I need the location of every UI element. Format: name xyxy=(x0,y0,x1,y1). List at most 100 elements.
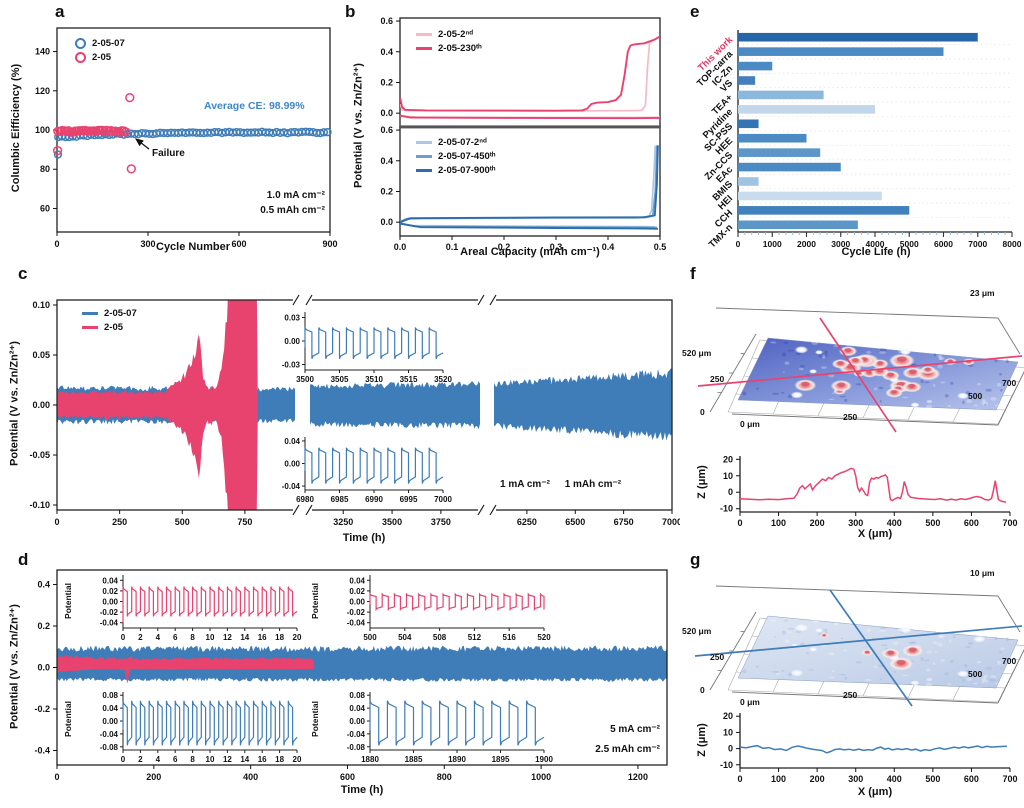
tick-label: 10 xyxy=(723,471,733,481)
tick-label: 520 xyxy=(537,633,551,642)
axis-break-slash xyxy=(489,294,497,306)
c-legend-item: 2-05-07 xyxy=(82,306,137,320)
band-2-05 xyxy=(57,654,315,684)
curve-2-05-230ᵗʰ xyxy=(400,35,660,112)
white-mound xyxy=(790,669,804,677)
tick-label: 10 xyxy=(206,633,215,642)
tick-label: 300 xyxy=(848,774,863,784)
tick-label: 800 xyxy=(437,772,452,782)
band-2-05-07 xyxy=(494,368,672,441)
tick-label: 0.00 xyxy=(284,460,300,469)
tick-label: 0.4 xyxy=(602,242,615,252)
tick-label: 8 xyxy=(190,755,195,764)
tick-label: 0.2 xyxy=(37,621,50,631)
curve-2-05-230ᵗʰ-discharge xyxy=(400,114,660,120)
a-legend-item: 2-05-07 xyxy=(75,36,125,50)
axis-break-slash xyxy=(292,294,300,306)
c-x-axis-label: Time (h) xyxy=(342,532,386,544)
bar-BMIS xyxy=(738,177,759,186)
a-legend: 2-05-07 2-05 xyxy=(75,36,125,64)
tick-label: 16 xyxy=(258,755,267,764)
tick-label: 10 xyxy=(723,727,733,737)
tick-label: 6985 xyxy=(331,495,349,504)
g-profile-line xyxy=(739,744,1007,754)
tick-label: 4 xyxy=(156,633,161,642)
band-2-05-07 xyxy=(57,645,667,682)
tick-label: 0 xyxy=(736,239,741,249)
f-floor-500: 500 xyxy=(968,391,983,401)
tick-label: -0.4 xyxy=(34,745,50,755)
panel-d: 0.4 0.2 0.0 -0.2 -0.4 0 200 400 600 800 1000 1200 0.… xyxy=(0,548,680,808)
tick-label: -0.08 xyxy=(100,743,119,752)
b-legend-line xyxy=(416,154,432,158)
g-profile-x-label: X (μm) xyxy=(857,786,893,798)
tick-label: 0.6 xyxy=(380,125,393,135)
e-x-axis-label: Cycle Life (h) xyxy=(841,246,911,258)
g-floor-700: 700 xyxy=(1002,656,1017,666)
tick-label: 0 xyxy=(737,774,742,784)
d-inset-4-waveform xyxy=(369,700,545,746)
bar-Zn-CCS xyxy=(738,148,821,157)
b-legend-label: 2-05-07-450ᵗʰ xyxy=(438,150,496,162)
a-legend-marker-red xyxy=(75,51,86,63)
tick-label: 200 xyxy=(810,518,825,528)
white-mound xyxy=(899,348,912,356)
tick-label: 1200 xyxy=(628,772,648,782)
tick-label: 20 xyxy=(293,755,302,764)
panel-label-e: e xyxy=(690,2,700,21)
tick-label: 512 xyxy=(468,633,482,642)
c-legend-line xyxy=(82,325,98,329)
outlier-point xyxy=(125,92,135,103)
g-side-label: 520 μm xyxy=(682,626,712,636)
series-2-05-07 xyxy=(53,127,332,159)
d-inset2-y-label: Potential xyxy=(310,583,320,619)
tick-label: 0.04 xyxy=(349,576,365,585)
tick-label: 700 xyxy=(1002,774,1017,784)
c-inset-top-waveform xyxy=(304,327,444,360)
tick-label: 250 xyxy=(112,517,127,527)
panel-g: 20 10 0 -10 0 100 200 300 400 500 600 700 g 10 μm 5… xyxy=(680,548,1024,808)
white-mound xyxy=(957,392,969,400)
c-legend-label: 2-05 xyxy=(104,321,124,333)
band-2-05-07 xyxy=(310,381,480,430)
white-mound xyxy=(809,369,818,374)
tick-label: 4 xyxy=(156,755,161,764)
c-y-axis-label: Potential (V vs. Zn/Zn²⁺) xyxy=(8,341,21,466)
tick-label: 120 xyxy=(35,86,50,96)
tick-label: 100 xyxy=(771,518,786,528)
b-legend-item: 2-05-07-2ⁿᵈ xyxy=(416,135,495,149)
tick-label: 0 xyxy=(728,744,733,754)
c-condition-1: 1 mA cm⁻² xyxy=(500,479,550,490)
tick-label: -0.04 xyxy=(282,482,301,491)
d-inset-2-waveform xyxy=(369,592,545,612)
tick-label: 1895 xyxy=(492,755,510,764)
tick-label: 14 xyxy=(240,755,249,764)
tick-label: 3520 xyxy=(434,375,452,384)
tick-label: 3505 xyxy=(331,375,349,384)
chart-d: 0.40.20.0-0.2-0.40 200 400 600 800 1000 12000.… xyxy=(34,569,668,782)
tick-label: -0.2 xyxy=(34,704,50,714)
tick-label: 6995 xyxy=(400,495,418,504)
tick-label: 0 xyxy=(54,517,59,527)
tick-label: 200 xyxy=(146,772,161,782)
tick-label: 0.1 xyxy=(446,242,459,252)
tick-label: 7000 xyxy=(662,517,680,527)
bar-SC-PSS xyxy=(738,119,759,129)
white-mound xyxy=(794,346,809,354)
tick-label: 0.4 xyxy=(380,156,393,166)
tick-label: 0 xyxy=(728,487,733,497)
a-condition-2: 0.5 mAh cm⁻² xyxy=(260,205,325,216)
tick-label: 20 xyxy=(723,454,733,464)
panel-b: 0.0 0.2 0.4 0.6 0.0 0.2 0.4 0.6 0.0 0.1 0.2 0.3 0.4 0… xyxy=(340,0,680,260)
tick-label: 10 xyxy=(206,755,215,764)
tick-label: -0.04 xyxy=(100,619,119,628)
axis-break-slash xyxy=(305,504,313,516)
tick-label: 12 xyxy=(223,633,232,642)
tick-label: 0.00 xyxy=(284,337,300,346)
tick-label: 1880 xyxy=(361,755,379,764)
tick-label: 2000 xyxy=(797,239,816,249)
tick-label: 600 xyxy=(964,518,979,528)
